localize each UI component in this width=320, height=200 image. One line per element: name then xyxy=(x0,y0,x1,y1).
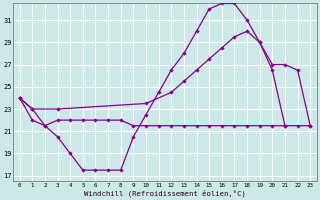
X-axis label: Windchill (Refroidissement éolien,°C): Windchill (Refroidissement éolien,°C) xyxy=(84,189,246,197)
